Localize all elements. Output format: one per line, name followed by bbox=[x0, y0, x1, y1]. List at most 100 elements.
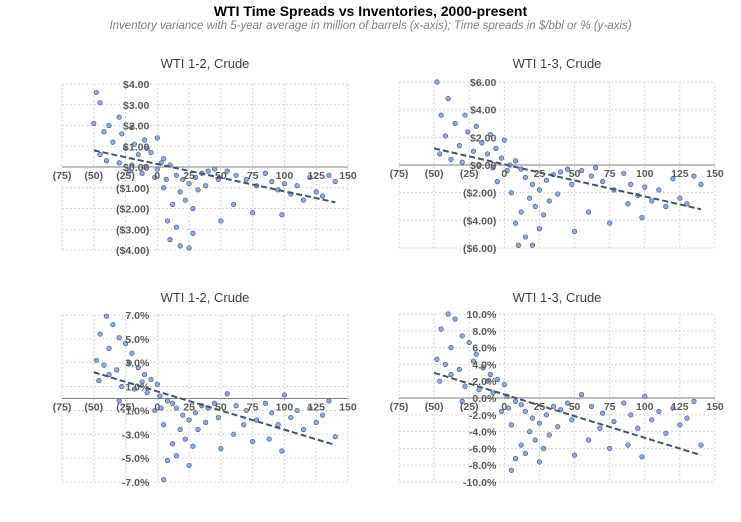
data-point bbox=[536, 226, 543, 232]
data-point bbox=[110, 321, 116, 328]
data-point bbox=[487, 131, 493, 138]
data-point bbox=[180, 176, 186, 183]
data-point bbox=[442, 133, 448, 139]
data-point bbox=[508, 422, 514, 428]
data-point bbox=[101, 129, 107, 135]
data-point bbox=[473, 123, 479, 129]
data-point bbox=[97, 331, 103, 337]
data-point bbox=[122, 145, 129, 151]
data-point bbox=[445, 95, 451, 102]
data-point bbox=[116, 398, 122, 404]
data-point bbox=[536, 420, 543, 426]
data-point bbox=[169, 400, 176, 406]
data-point bbox=[465, 129, 471, 135]
data-point bbox=[518, 209, 524, 215]
data-point bbox=[656, 187, 662, 193]
data-point bbox=[670, 405, 676, 411]
data-point bbox=[459, 159, 465, 165]
x-tick-label: 50 bbox=[569, 168, 581, 180]
y-tick-label: -7.0% bbox=[122, 477, 150, 489]
data-point bbox=[473, 351, 479, 357]
y-tick-label: $0.00 bbox=[123, 162, 149, 174]
data-point bbox=[218, 446, 224, 452]
data-point bbox=[190, 205, 196, 212]
data-point bbox=[250, 210, 256, 216]
data-point bbox=[96, 378, 102, 384]
data-point bbox=[91, 120, 97, 127]
data-point bbox=[135, 151, 141, 158]
data-point bbox=[110, 139, 116, 145]
data-point bbox=[262, 400, 268, 406]
data-point bbox=[564, 166, 571, 172]
data-point bbox=[588, 403, 595, 409]
y-tick-label: ($2.00) bbox=[463, 188, 496, 200]
data-point bbox=[224, 168, 230, 174]
data-point bbox=[279, 448, 285, 454]
data-point bbox=[294, 183, 300, 189]
data-point bbox=[161, 185, 167, 191]
data-point bbox=[161, 477, 167, 483]
data-point bbox=[504, 167, 510, 174]
y-tick-label: ($6.00) bbox=[463, 243, 496, 255]
data-point bbox=[532, 203, 538, 210]
data-point bbox=[269, 410, 275, 416]
data-point bbox=[116, 160, 122, 166]
data-point bbox=[512, 455, 519, 462]
x-tick-label: 0 bbox=[154, 402, 160, 414]
data-point bbox=[625, 442, 631, 448]
y-tick-label: 4.0% bbox=[472, 359, 497, 371]
data-point bbox=[470, 148, 477, 154]
x-tick-label: (25) bbox=[116, 402, 135, 414]
data-point bbox=[578, 167, 585, 174]
data-point bbox=[224, 391, 230, 397]
data-point bbox=[546, 432, 552, 438]
data-point bbox=[541, 212, 547, 218]
x-tick-label: 100 bbox=[276, 402, 294, 414]
data-point bbox=[462, 112, 468, 118]
data-point bbox=[529, 181, 536, 187]
data-point bbox=[192, 410, 199, 416]
data-point bbox=[93, 357, 99, 363]
data-point bbox=[459, 333, 465, 339]
data-point bbox=[139, 379, 145, 385]
data-point bbox=[522, 450, 528, 457]
data-point bbox=[262, 170, 268, 176]
data-point bbox=[442, 361, 448, 367]
data-point bbox=[493, 145, 499, 151]
main-title: WTI Time Spreads vs Inventories, 2000-pr… bbox=[213, 3, 528, 19]
data-point bbox=[515, 242, 521, 248]
y-tick-label: $3.00 bbox=[123, 100, 149, 112]
x-tick-label: 0 bbox=[501, 401, 507, 413]
y-tick-label: $4.00 bbox=[123, 79, 149, 91]
data-point bbox=[607, 220, 613, 226]
data-point bbox=[114, 367, 120, 373]
chart-title: WTI 1-2, Crude bbox=[161, 290, 250, 305]
subtitle: Inventory variance with 5-year average i… bbox=[109, 20, 632, 32]
x-tick-label: 0 bbox=[501, 168, 507, 180]
data-point bbox=[116, 335, 122, 341]
x-tick-label: 100 bbox=[276, 170, 294, 182]
data-point bbox=[508, 190, 514, 196]
data-point bbox=[173, 405, 179, 411]
data-point bbox=[437, 378, 443, 384]
x-tick-label: 25 bbox=[183, 402, 195, 414]
data-point bbox=[164, 457, 171, 464]
x-tick-label: 50 bbox=[215, 402, 227, 414]
data-point bbox=[186, 245, 192, 251]
data-point bbox=[161, 422, 167, 428]
data-point bbox=[555, 191, 561, 197]
data-point bbox=[569, 417, 575, 423]
data-point bbox=[142, 372, 148, 378]
data-point bbox=[243, 176, 249, 183]
x-tick-label: (50) bbox=[84, 170, 103, 182]
data-point bbox=[319, 412, 326, 418]
scatter-chart: WTI 1-3, Crude $6.00 $4.00 $2.00 $0.00 ($2.00… bbox=[390, 56, 724, 255]
data-point bbox=[241, 422, 247, 428]
data-point bbox=[621, 400, 627, 406]
data-point bbox=[569, 181, 575, 187]
y-tick-label: -1.0% bbox=[122, 405, 150, 417]
data-point bbox=[119, 383, 125, 390]
data-point bbox=[437, 151, 443, 157]
data-point bbox=[326, 398, 332, 404]
data-point bbox=[456, 143, 462, 149]
